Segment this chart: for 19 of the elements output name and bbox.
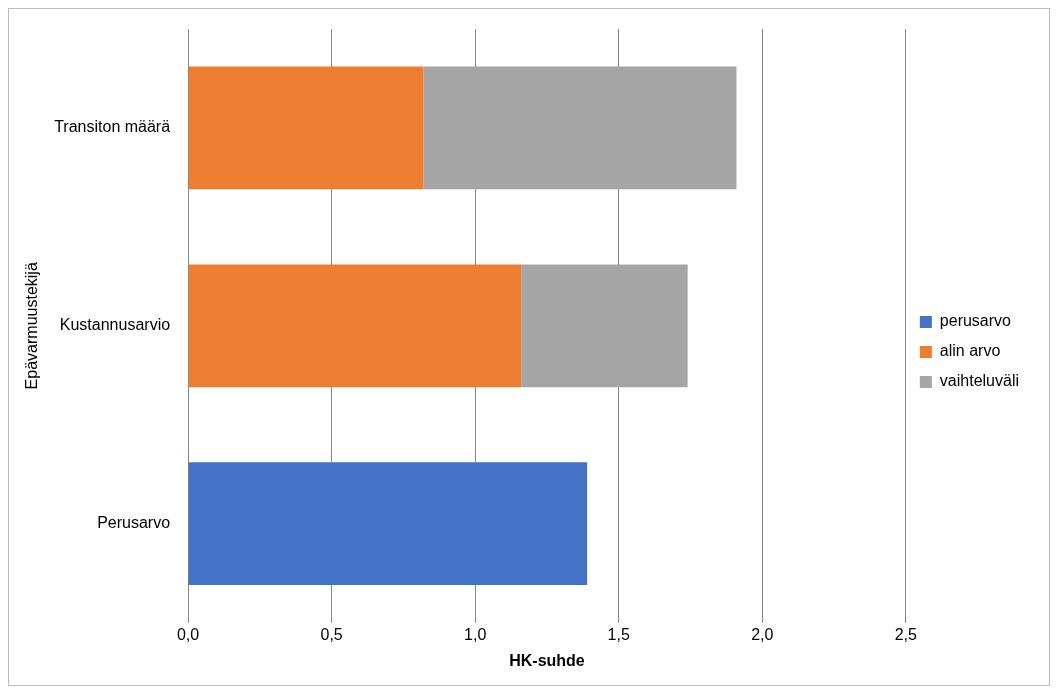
y-tick-label: Perusarvo (97, 514, 171, 532)
legend-label: alin arvo (939, 342, 1001, 360)
y-tick-label: Transiton määrä (54, 118, 171, 136)
x-tick-label: 1,5 (607, 625, 630, 643)
legend-label: vaihteluväli (939, 372, 1019, 390)
x-tick-label: 0,5 (320, 625, 343, 643)
bar (521, 264, 688, 388)
bar (188, 66, 424, 190)
x-tick-label: 2,0 (751, 625, 774, 643)
x-tick-label: 2,5 (894, 625, 918, 643)
legend-label: perusarvo (939, 312, 1012, 330)
y-tick-label: Kustannusarvio (59, 316, 171, 334)
x-tick-label: 0,0 (176, 625, 200, 643)
bar (188, 264, 522, 388)
x-tick-label: 1,0 (464, 625, 487, 643)
bar (423, 66, 737, 190)
x-axis-title: HK-suhde (509, 651, 585, 669)
y-axis-title: Epävarmuustekijä (23, 262, 41, 390)
bar (188, 462, 588, 586)
